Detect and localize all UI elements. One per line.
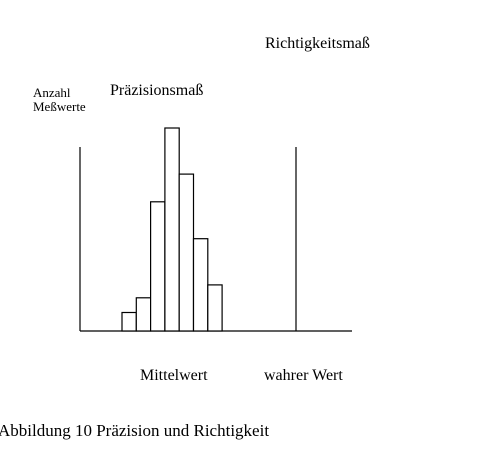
histogram-bar [178, 173, 195, 332]
wahrer-wert-label: wahrer Wert [264, 367, 343, 384]
mittelwert-label: Mittelwert [140, 367, 208, 384]
histogram-bar [135, 297, 152, 332]
histogram-bar [121, 311, 137, 332]
praezisionsmass-label: Präzisionsmaß [110, 82, 204, 99]
y-axis-label: Anzahl Meßwerte [33, 86, 86, 114]
figure-caption: Abbildung 10 Präzision und Richtigkeit [0, 421, 270, 440]
richtigkeitsmass-label: Richtigkeitsmaß [265, 35, 370, 52]
y-axis-label-line1: Anzahl [33, 85, 71, 100]
y-axis-label-line2: Meßwerte [33, 99, 86, 114]
histogram-bar [207, 284, 223, 332]
histogram-bar [164, 127, 180, 332]
histogram-bar [192, 238, 209, 332]
histogram-bars [121, 127, 223, 332]
histogram-bar [150, 201, 166, 332]
